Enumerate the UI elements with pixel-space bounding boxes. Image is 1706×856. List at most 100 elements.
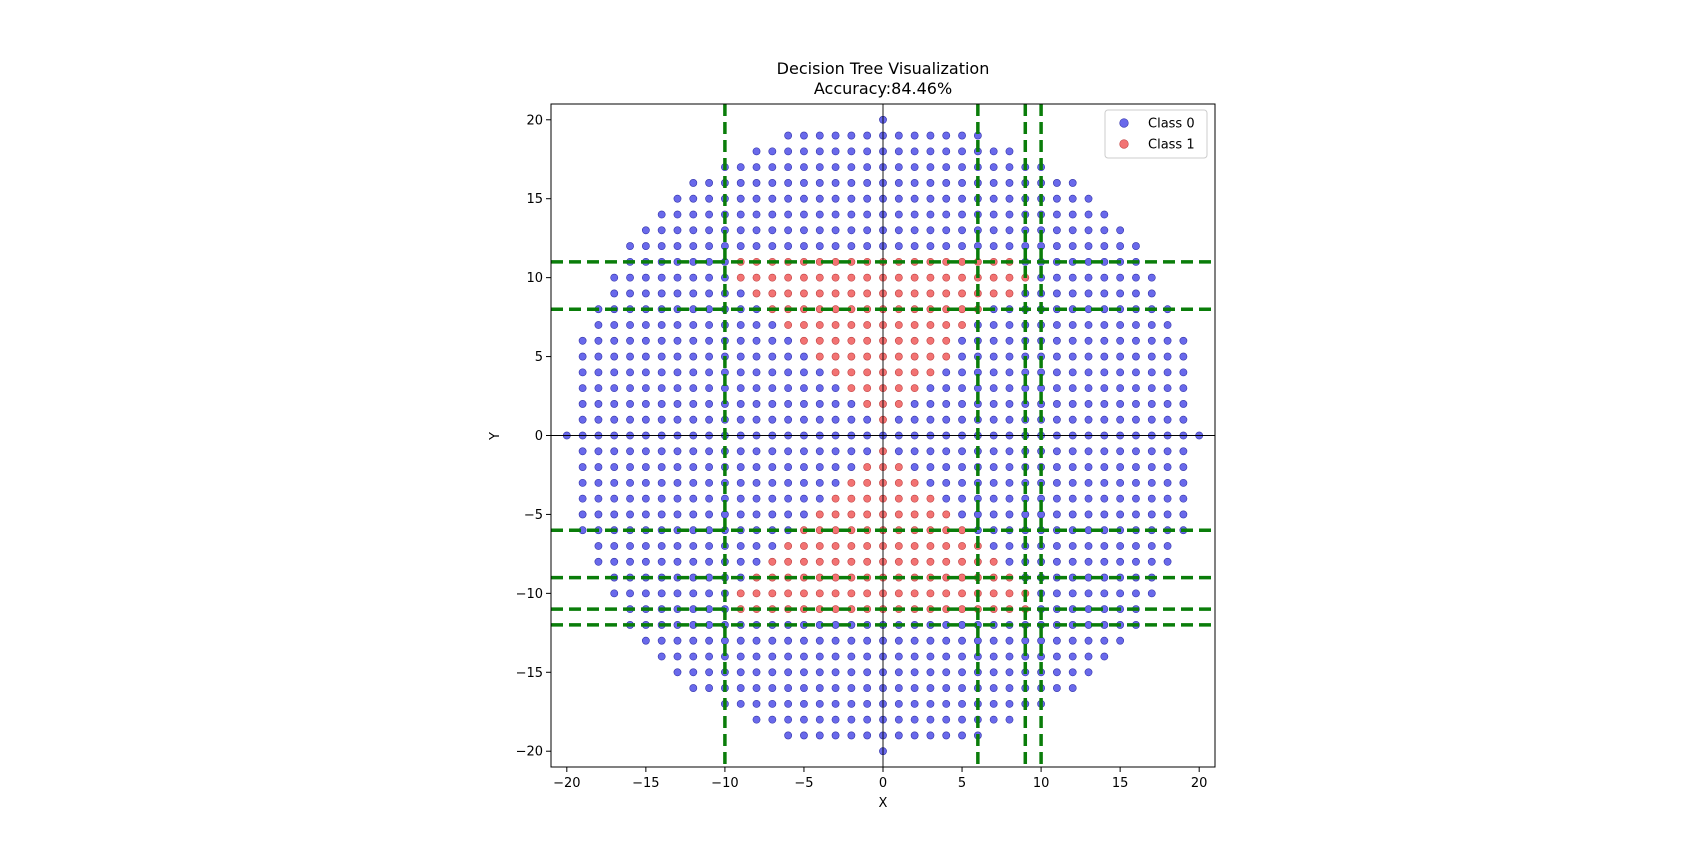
point-class-0 — [752, 699, 761, 708]
point-class-0 — [831, 715, 840, 724]
point-class-1 — [894, 463, 903, 471]
point-class-1 — [942, 557, 951, 566]
point-class-0 — [926, 668, 935, 677]
point-class-1 — [815, 321, 824, 329]
point-class-0 — [847, 194, 856, 203]
y-tick-label: −20 — [516, 745, 543, 760]
point-class-1 — [894, 273, 903, 282]
point-class-1 — [784, 273, 793, 282]
point-class-0 — [736, 699, 745, 708]
point-class-1 — [958, 542, 966, 550]
point-class-0 — [815, 478, 824, 487]
point-class-0 — [689, 636, 698, 645]
point-class-0 — [831, 210, 840, 219]
point-class-0 — [673, 636, 682, 645]
point-class-0 — [989, 384, 998, 393]
point-class-0 — [847, 163, 856, 172]
point-class-1 — [784, 321, 793, 329]
point-class-0 — [863, 226, 872, 235]
point-class-0 — [831, 478, 840, 487]
point-class-0 — [784, 163, 793, 172]
point-class-0 — [689, 494, 698, 503]
point-class-0 — [610, 589, 619, 598]
point-class-0 — [1147, 589, 1156, 598]
point-class-0 — [1037, 636, 1045, 645]
point-class-0 — [800, 478, 808, 487]
point-class-0 — [768, 147, 777, 156]
point-class-0 — [1179, 447, 1188, 456]
point-class-0 — [847, 699, 856, 708]
point-class-1 — [831, 542, 840, 550]
point-class-0 — [578, 478, 587, 487]
point-class-0 — [736, 668, 745, 677]
point-class-0 — [641, 400, 650, 408]
point-class-0 — [689, 368, 698, 377]
point-class-0 — [942, 684, 951, 692]
point-class-0 — [610, 415, 619, 424]
point-class-0 — [989, 179, 998, 187]
point-class-0 — [689, 194, 698, 203]
point-class-1 — [863, 478, 872, 487]
point-class-0 — [1163, 510, 1172, 519]
point-class-1 — [894, 321, 903, 329]
point-class-0 — [736, 557, 745, 566]
point-class-1 — [910, 289, 919, 298]
point-class-1 — [736, 273, 745, 282]
point-class-0 — [594, 368, 603, 377]
point-class-1 — [863, 289, 872, 298]
point-class-0 — [926, 163, 935, 172]
point-class-0 — [894, 415, 903, 424]
point-class-0 — [673, 210, 682, 219]
point-class-0 — [815, 368, 824, 377]
point-class-0 — [815, 463, 824, 471]
point-class-0 — [657, 463, 666, 471]
point-class-0 — [815, 684, 824, 692]
point-class-0 — [594, 321, 603, 329]
point-class-0 — [657, 273, 666, 282]
point-class-0 — [784, 415, 793, 424]
point-class-0 — [673, 336, 682, 345]
point-class-0 — [578, 463, 587, 471]
point-class-1 — [894, 542, 903, 550]
point-class-0 — [815, 715, 824, 724]
point-class-0 — [1084, 336, 1093, 345]
point-class-0 — [1132, 321, 1140, 329]
point-class-0 — [894, 194, 903, 203]
point-class-0 — [815, 163, 824, 172]
point-class-0 — [626, 321, 634, 329]
point-class-1 — [1005, 589, 1014, 598]
point-class-0 — [1068, 336, 1077, 345]
point-class-0 — [958, 494, 966, 503]
point-class-0 — [641, 368, 650, 377]
point-class-0 — [1068, 226, 1077, 235]
point-class-0 — [610, 352, 619, 361]
point-class-0 — [1068, 273, 1077, 282]
point-class-0 — [989, 494, 998, 503]
point-class-0 — [1116, 557, 1125, 566]
point-class-0 — [641, 242, 650, 250]
point-class-0 — [989, 668, 998, 677]
point-class-0 — [989, 510, 998, 519]
point-class-0 — [626, 478, 634, 487]
point-class-0 — [1005, 415, 1014, 424]
point-class-0 — [958, 210, 966, 219]
point-class-0 — [958, 621, 966, 629]
point-class-0 — [784, 368, 793, 377]
point-class-0 — [926, 179, 935, 187]
point-class-0 — [1163, 557, 1172, 566]
point-class-0 — [626, 510, 634, 519]
point-class-0 — [831, 684, 840, 692]
x-tick-label: −15 — [632, 776, 659, 791]
point-class-0 — [863, 731, 872, 740]
point-class-1 — [910, 478, 919, 487]
point-class-0 — [784, 494, 793, 503]
point-class-1 — [926, 321, 935, 329]
point-class-0 — [958, 384, 966, 393]
point-class-0 — [784, 652, 793, 661]
point-class-0 — [736, 352, 745, 361]
point-class-0 — [626, 494, 634, 503]
point-class-0 — [1100, 336, 1109, 345]
point-class-1 — [942, 352, 951, 361]
point-class-0 — [1100, 226, 1109, 235]
point-class-1 — [784, 589, 793, 598]
